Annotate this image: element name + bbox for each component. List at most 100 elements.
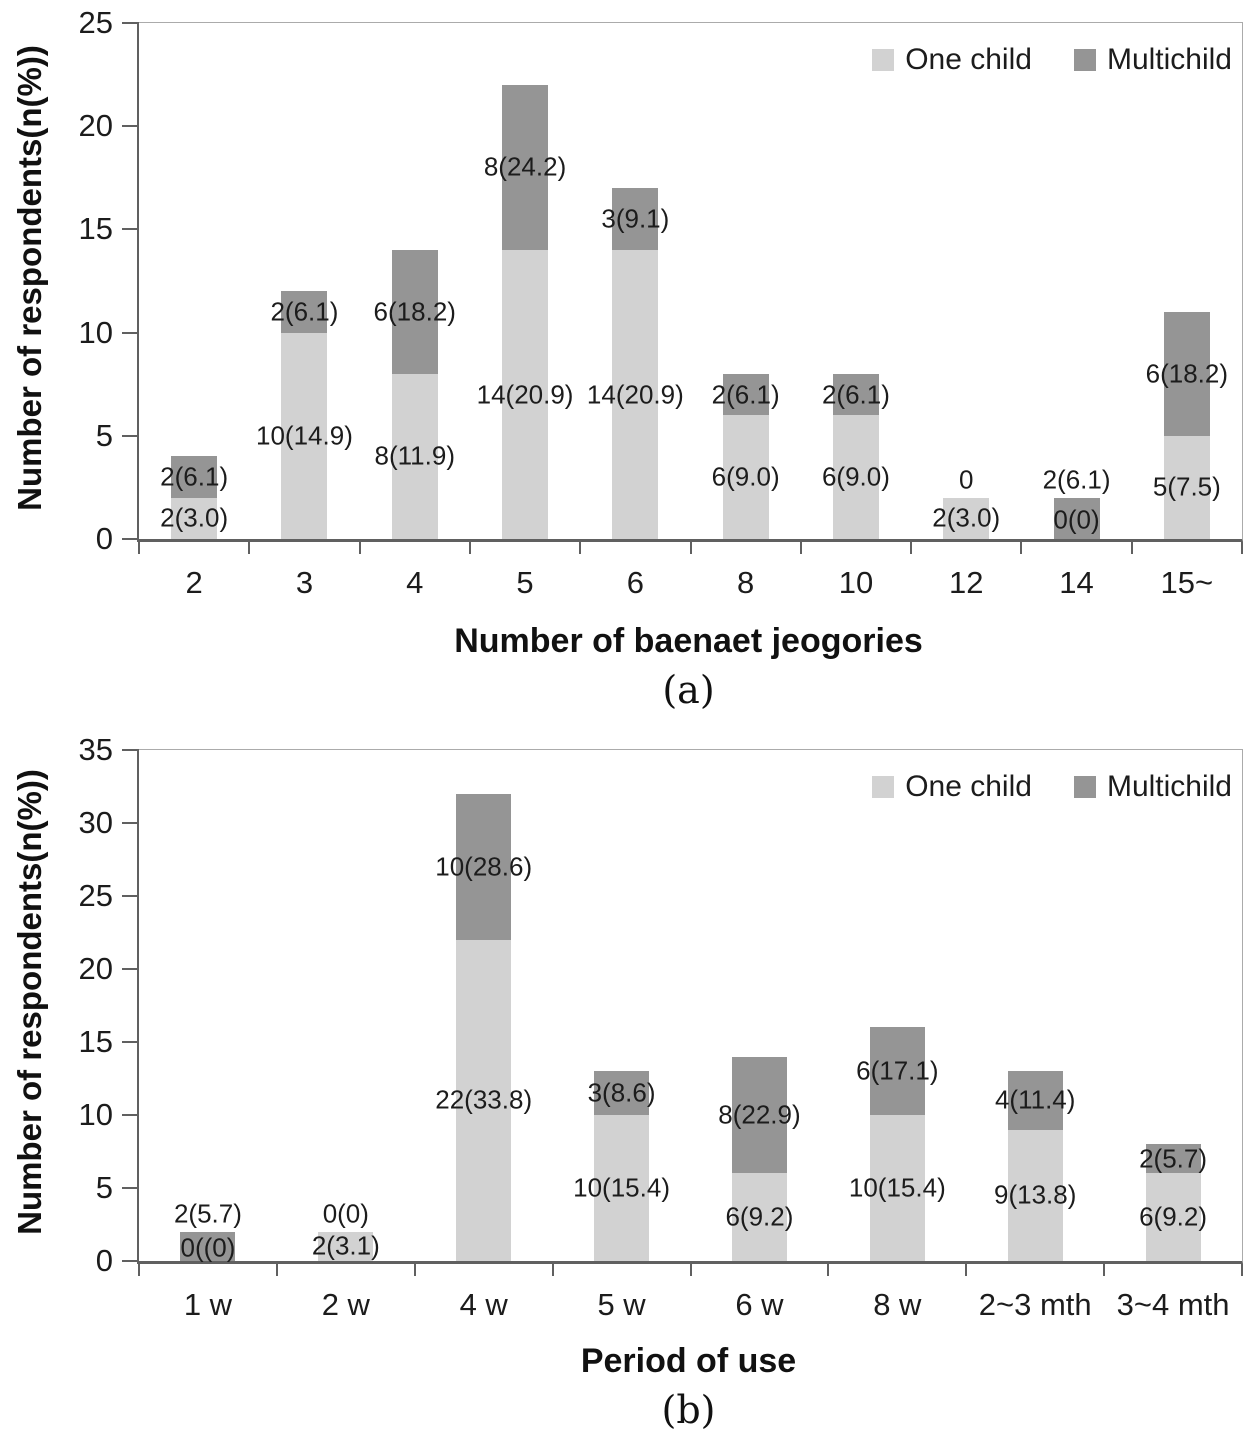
y-tick-label: 20 — [78, 108, 113, 144]
y-tick — [122, 1187, 139, 1189]
bar-label-multichild: 10(28.6) — [435, 851, 533, 882]
x-tick — [1241, 1264, 1243, 1276]
bar-label-one-child: 22(33.8) — [435, 1084, 533, 1115]
bar-label-multichild: 2(6.1) — [711, 379, 780, 410]
bar-label-one-child: 10(15.4) — [573, 1172, 670, 1203]
x-category-label: 4 — [406, 565, 424, 600]
bar-segment-one-child — [502, 250, 549, 539]
bar-segment-multichild — [869, 1027, 925, 1115]
bar-label-multichild: 0 — [959, 464, 974, 495]
y-tick — [122, 22, 139, 24]
y-tick — [122, 1041, 139, 1043]
x-category-label: 2~3 mth — [978, 1287, 1092, 1322]
x-tick — [359, 542, 361, 554]
x-category-label: 4 w — [459, 1287, 508, 1322]
x-tick — [965, 1264, 967, 1276]
y-tick — [122, 1114, 139, 1116]
bar-segment-multichild — [1007, 1071, 1063, 1130]
bar-label-multichild: 6(18.2) — [1145, 358, 1229, 389]
x-category-label: 14 — [1059, 565, 1094, 600]
y-tick — [122, 228, 139, 231]
x-category-label: 6 — [626, 565, 644, 600]
bar-label-one-child: 2(3.1) — [311, 1230, 380, 1261]
bar-segment-one-child — [612, 250, 659, 539]
bar-label-multichild: 2(5.7) — [173, 1198, 242, 1229]
x-tick — [552, 1264, 554, 1276]
y-tick-label: 15 — [78, 211, 113, 247]
bar-label-multichild: 2(6.1) — [1042, 464, 1111, 495]
legend-swatch-multichild — [1073, 49, 1096, 71]
y-tick-label: 25 — [78, 5, 113, 40]
x-category-label: 8 w — [873, 1287, 922, 1322]
x-category-label: 12 — [949, 565, 984, 600]
bar-label-one-child: 9(13.8) — [993, 1179, 1077, 1210]
bar-segment-one-child — [869, 1115, 925, 1261]
x-tick — [469, 542, 471, 554]
bar-segment-one-child — [594, 1115, 650, 1261]
legend-item: Multichild — [1073, 770, 1232, 804]
y-axis-title-a: Number of respondents(n(%)) — [11, 45, 48, 511]
x-category-label: 5 w — [597, 1287, 646, 1322]
legend-label: One child — [905, 43, 1032, 76]
bar-label-multichild: 4(11.4) — [994, 1084, 1076, 1115]
legend: One child Multichild — [872, 770, 1232, 804]
plot-area-b: 0 5 10 15 20 25 30 35 1 w 2 w 4 w 5 w 6 w 8 w 2~3 mth 3… — [79, 732, 1243, 1322]
plot-area-a: 0 5 10 15 20 25 2 3 4 5 6 8 10 12 14 15~ 2(3.0) 2(6.1) 10(… — [79, 5, 1243, 600]
y-tick — [122, 125, 139, 128]
bar-segment-multichild — [502, 84, 549, 251]
bar-label-multichild: 6(18.2) — [373, 296, 456, 327]
bar-segment-multichild — [612, 188, 659, 251]
legend-swatch-one-child — [872, 49, 895, 71]
y-tick — [122, 749, 139, 751]
bar-segment-one-child — [1163, 435, 1210, 539]
bar-segment-multichild — [722, 373, 769, 416]
legend-item: One child — [872, 770, 1032, 804]
y-tick-label: 20 — [78, 951, 113, 986]
bar-segment-multichild — [281, 291, 328, 333]
y-tick-label: 0 — [95, 1243, 113, 1278]
y-tick — [122, 895, 139, 897]
x-tick — [1241, 542, 1243, 554]
x-tick — [690, 1264, 692, 1276]
x-axis-title-b: Period of use — [580, 1342, 797, 1380]
bar-segment-multichild — [832, 373, 879, 416]
x-tick — [1103, 1264, 1105, 1276]
legend-label: Multichild — [1106, 770, 1232, 803]
x-tick — [248, 542, 250, 554]
x-category-label: 3 — [295, 565, 314, 600]
y-tick-label: 5 — [95, 417, 113, 453]
bar-segment-multichild — [391, 250, 438, 374]
bar-segment-one-child — [1145, 1173, 1201, 1261]
bar-segment-multichild — [1163, 311, 1210, 436]
y-tick-label: 30 — [78, 805, 113, 840]
legend-swatch-multichild — [1073, 776, 1096, 798]
x-category-label: 2 w — [321, 1287, 370, 1322]
x-category-label: 3~4 mth — [1116, 1287, 1230, 1322]
x-category-label: 1 w — [183, 1287, 233, 1322]
bar-segment-multichild — [594, 1071, 650, 1115]
x-tick — [1131, 542, 1133, 554]
y-tick — [122, 822, 139, 824]
bar-label-multichild: 0(0) — [322, 1198, 369, 1229]
bar-segment-one-child — [943, 497, 990, 539]
bar-label-multichild: 8(22.9) — [718, 1099, 801, 1130]
legend-label: Multichild — [1106, 43, 1232, 76]
bar-label-one-child: 0((0) — [180, 1232, 236, 1263]
x-tick — [579, 542, 581, 554]
bar-label-one-child: 6(9.0) — [821, 461, 890, 492]
y-axis-title-b: Number of respondents(n(%)) — [11, 769, 48, 1235]
bar-label-one-child: 6(9.0) — [711, 461, 780, 492]
y-tick-label: 35 — [78, 732, 113, 767]
bar-segment-one-child — [281, 332, 328, 539]
x-tick — [690, 542, 692, 554]
bar-label-one-child: 2(3.0) — [932, 502, 1001, 533]
y-tick — [122, 1260, 139, 1262]
x-axis-title-a: Number of baenaet jeogories — [454, 622, 923, 660]
x-tick — [1020, 542, 1022, 554]
x-category-label: 5 — [516, 565, 534, 600]
bar-segment-one-child — [456, 939, 512, 1261]
bar-segment-multichild — [456, 793, 512, 940]
legend-item: Multichild — [1073, 43, 1232, 77]
bar-segment-one-child — [832, 415, 879, 539]
